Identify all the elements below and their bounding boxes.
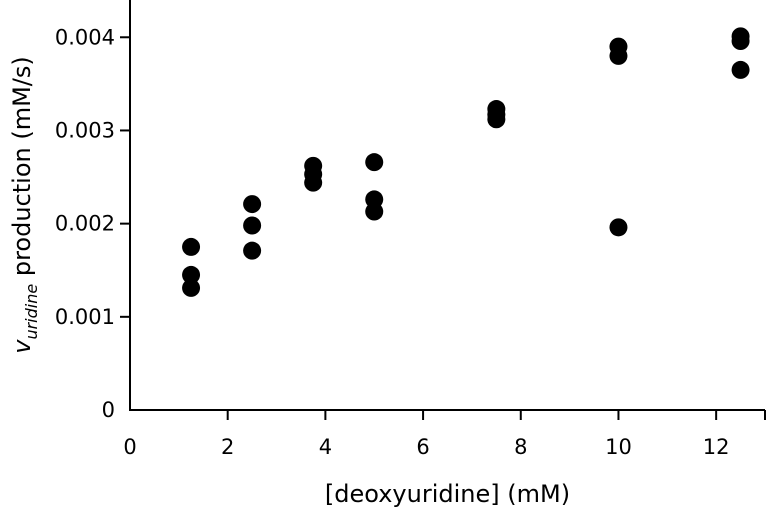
data-point [243,241,262,260]
data-points [182,27,750,297]
y-tick-label: 0 [102,398,115,422]
y-axis-title-subscript: uridine [22,284,41,340]
x-tick-label: 4 [319,435,332,459]
x-tick-label: 6 [416,435,429,459]
y-axis-title-rest: production (mM/s) [8,56,36,284]
y-tick-label: 0.002 [55,212,115,236]
data-point [487,110,506,129]
data-point [243,195,262,214]
y-axis-title-variable: v [8,339,36,354]
data-point [182,237,201,256]
data-point [243,216,262,235]
axes [129,0,765,411]
data-point [182,278,201,297]
x-tick-label: 0 [123,435,136,459]
x-axis-title: [deoxyuridine] (mM) [325,480,570,508]
y-tick-label: 0.003 [55,118,115,142]
y-tick-label: 0.004 [55,25,115,49]
data-point [609,218,628,237]
x-tick-label: 12 [703,435,730,459]
y-axis-title: vuridine production (mM/s) [8,56,41,353]
data-point [731,60,750,79]
x-tick-label: 8 [514,435,527,459]
data-point [609,46,628,65]
y-tick-label: 0.001 [55,305,115,329]
data-point [182,265,201,284]
x-tick-label: 2 [221,435,234,459]
x-axis-ticks: 0 2 4 6 8 10 12 [123,410,766,459]
data-point [304,173,323,192]
data-point [365,153,384,172]
data-point [365,202,384,221]
x-tick-label: 10 [605,435,632,459]
data-point [731,32,750,50]
y-axis-ticks: 0 0.001 0.002 0.003 0.004 [55,25,130,422]
